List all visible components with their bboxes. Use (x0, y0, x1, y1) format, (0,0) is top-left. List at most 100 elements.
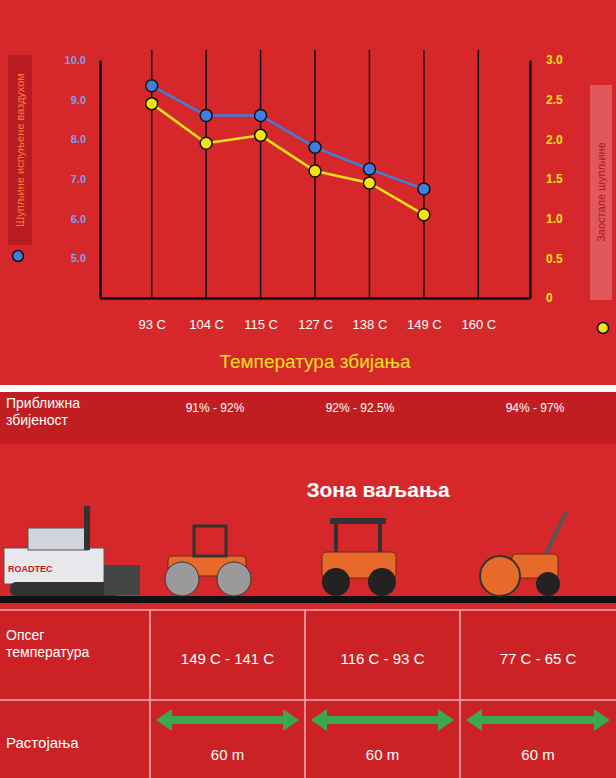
axis: 93 C 104 C 115 C 127 C 138 C 149 C 160 C (101, 298, 531, 332)
axis-title-band (8, 55, 32, 245)
axis-line (99, 61, 102, 299)
tick: 7.0 (71, 173, 100, 185)
tick: 1.0 (530, 212, 563, 226)
tick-label: 127 C (298, 317, 333, 332)
x-axis-title: Температура збијања (219, 351, 411, 372)
tick: 0 (530, 291, 553, 305)
roller-wheel (368, 568, 396, 596)
plot-area (146, 80, 430, 221)
paver-mast (84, 506, 90, 550)
tick: 3.0 (530, 53, 563, 67)
grid-line (260, 50, 262, 298)
tick: 2.5 (530, 93, 563, 107)
series-marker (309, 141, 321, 153)
roller-cab (194, 526, 226, 556)
tick: 8.0 (71, 133, 100, 145)
tick: 9.0 (71, 94, 100, 106)
compaction-value: 92% - 92.5% (326, 401, 395, 415)
axis: 0 0.5 1.0 1.5 2.0 2.5 3.0 (530, 53, 563, 305)
temperature-range: 116 C - 93 C (341, 650, 425, 667)
tick: 138 C (353, 298, 388, 332)
roller-drum (217, 562, 251, 596)
tick-label: 160 C (461, 317, 496, 332)
brand: ROADTEC (8, 564, 53, 574)
grid-line (478, 50, 480, 298)
tick: 160 C (461, 298, 496, 332)
diagram-title: Зона ваљања (306, 478, 450, 501)
compaction-value: 91% - 92% (186, 401, 245, 415)
tick-label: 93 C (138, 317, 165, 332)
tick: 115 C (244, 298, 278, 332)
distance-value: 60 m (366, 746, 399, 763)
axis-line (101, 297, 531, 300)
roller-wheel (322, 568, 350, 596)
tick: 0.5 (530, 252, 563, 266)
row-band (0, 610, 616, 778)
tick-label: 2.5 (546, 93, 563, 107)
roller-drum (480, 556, 520, 596)
legend-marker (598, 323, 609, 334)
tick-label: 1.5 (546, 172, 563, 186)
grid-line (423, 50, 425, 298)
roller-pillar (378, 524, 382, 554)
distance-arrow (156, 709, 299, 731)
tick: 2.0 (530, 133, 563, 147)
tick-label: 9.0 (71, 94, 86, 106)
paver-body (4, 548, 104, 584)
tick-label: 10.0 (65, 54, 86, 66)
table-line (304, 610, 306, 778)
page: 93 C104 C115 C127 C138 C149 C160 C5.06.0… (0, 0, 616, 778)
grid (152, 50, 479, 298)
axis: 5.06.07.08.09.010.0 (65, 54, 101, 298)
table-grid (0, 610, 616, 778)
distance-arrow (311, 709, 454, 731)
roller-drum (165, 562, 199, 596)
row-label: Приближназбијеност (6, 395, 80, 428)
series-marker (309, 165, 321, 177)
paver-screed (104, 565, 140, 595)
roller-arm (545, 512, 566, 556)
tick-label: 0.5 (546, 252, 563, 266)
axis-title: Заостале шупљине (595, 142, 607, 242)
legend-marker (13, 251, 24, 262)
tick: 10.0 (65, 54, 100, 66)
temperature-range: 149 C - 141 C (181, 650, 275, 667)
distance-arrow (466, 709, 610, 731)
tick-label: 115 C (244, 317, 278, 332)
series-marker (255, 129, 267, 141)
series-marker (146, 80, 158, 92)
table-line (0, 609, 616, 611)
row-label: Опсегтемпература (6, 627, 89, 660)
temperature-range: 77 C - 65 C (500, 650, 577, 667)
tick: 1.5 (530, 172, 563, 186)
roller-roof (330, 518, 386, 524)
tick-label: 8.0 (71, 133, 86, 145)
series-marker (418, 209, 430, 221)
series-marker (255, 110, 267, 122)
series-marker (200, 137, 212, 149)
axis-title: Шупљине испуњене ваздухом (14, 73, 26, 227)
tick: 104 C (189, 298, 224, 332)
series-marker (146, 98, 158, 110)
tick-label: 2.0 (546, 133, 563, 147)
series-line (152, 104, 424, 215)
machines: ROADTEC (0, 506, 616, 603)
tick: 149 C (407, 298, 442, 332)
roller-wheel (536, 572, 560, 596)
series-marker (200, 110, 212, 122)
tick-label: 138 C (353, 317, 388, 332)
table-line (0, 699, 616, 701)
roller-pillar (334, 524, 338, 554)
tick-label: 3.0 (546, 53, 563, 67)
series-line (152, 86, 424, 189)
tick: 6.0 (71, 213, 100, 225)
compaction-value: 94% - 97% (506, 401, 565, 415)
chart-background (0, 0, 616, 385)
row-label: Растојања (6, 734, 79, 751)
tick-label: 6.0 (71, 213, 86, 225)
grid-line (205, 50, 207, 298)
table-line (149, 610, 151, 778)
table-line (459, 610, 461, 778)
diagram-background (0, 392, 616, 778)
distance-value: 60 m (211, 746, 244, 763)
